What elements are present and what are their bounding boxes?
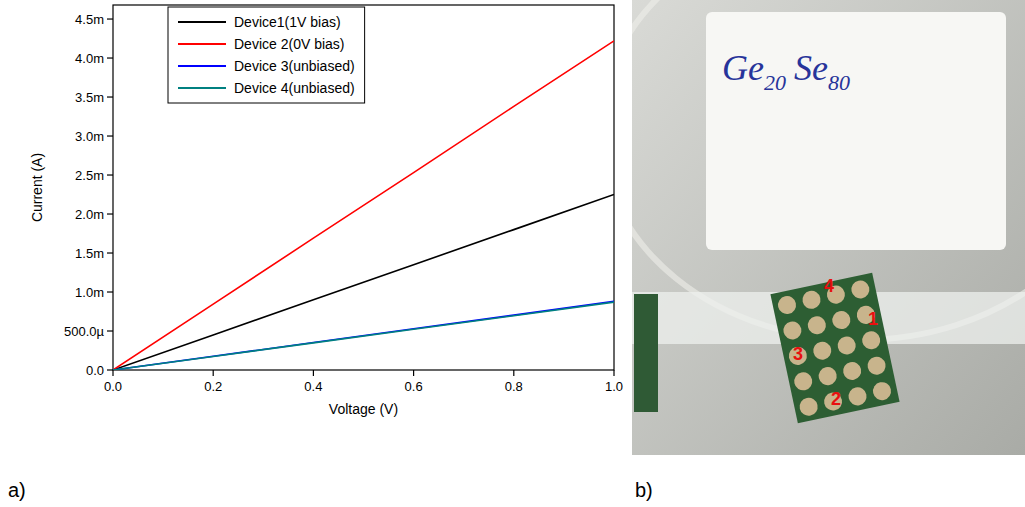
chip-substrate <box>770 273 899 424</box>
y-tick-label: 0.0 <box>86 363 104 378</box>
y-tick-label: 500.0µ <box>64 324 105 339</box>
device-number: 2 <box>831 389 841 409</box>
label-text: Se <box>794 48 828 88</box>
legend-box <box>168 7 365 103</box>
photo: Ge20 Se80 <box>632 0 1025 455</box>
contact-pad <box>793 371 814 392</box>
contact-pad <box>801 289 822 310</box>
label-card <box>706 12 1006 250</box>
y-tick <box>107 369 113 370</box>
legend-swatch <box>178 43 226 45</box>
axes: 0.0 500.0µ 1.0m 1.5m 2.0m 2.5m 3.0m 3.5m 4.0m 4.5… <box>29 5 623 417</box>
y-tick-label: 3.5m <box>75 90 104 105</box>
y-tick <box>107 174 113 175</box>
series-line <box>113 301 614 370</box>
y-tick-label: 4.0m <box>75 51 104 66</box>
label-subscript: 80 <box>828 70 850 95</box>
contact-pad <box>798 396 819 417</box>
sample-label: Ge20 Se80 <box>722 48 850 95</box>
series-line <box>113 302 614 370</box>
y-tick <box>107 96 113 97</box>
y-tick <box>107 252 113 253</box>
y-tick <box>107 330 113 331</box>
contact-pad <box>861 330 882 351</box>
contact-pad <box>782 320 803 341</box>
x-tick-label: 0.4 <box>304 379 322 394</box>
device-chip <box>770 273 899 424</box>
y-tick <box>107 18 113 19</box>
y-tick-label: 2.5m <box>75 168 104 183</box>
y-tick-label: 1.0m <box>75 285 104 300</box>
x-tick <box>413 370 414 376</box>
photo-background <box>632 0 1025 455</box>
x-tick <box>313 370 314 376</box>
panel-label: b) <box>635 479 653 501</box>
x-tick <box>112 370 113 376</box>
dish-rim <box>632 0 1025 340</box>
legend-label: Device 3(unbiased) <box>234 58 355 74</box>
x-tick <box>513 370 514 376</box>
figure: 0.0 500.0µ 1.0m 1.5m 2.0m 2.5m 3.0m 3.5m 4.0m 4.5… <box>0 0 1025 507</box>
contact-pad <box>817 365 838 386</box>
y-tick-label: 2.0m <box>75 207 104 222</box>
x-tick-label: 0.2 <box>204 379 222 394</box>
x-axis-title: Voltage (V) <box>329 401 398 417</box>
contact-pad <box>831 309 852 330</box>
x-tick <box>613 370 614 376</box>
y-tick <box>107 291 113 292</box>
y-tick-label: 3.0m <box>75 129 104 144</box>
x-tick-label: 0.0 <box>104 379 122 394</box>
y-tick <box>107 213 113 214</box>
y-tick-label: 1.5m <box>75 246 104 261</box>
label-text: Ge <box>722 48 764 88</box>
panel-label: a) <box>8 479 26 501</box>
legend-swatch <box>178 87 226 89</box>
contact-pad <box>871 380 892 401</box>
x-tick-label: 0.6 <box>405 379 423 394</box>
y-tick <box>107 57 113 58</box>
contact-pad <box>866 355 887 376</box>
device-number: 4 <box>824 276 834 296</box>
legend-label: Device1(1V bias) <box>234 14 341 30</box>
contact-pad <box>847 386 868 407</box>
device-number: 3 <box>793 344 803 364</box>
contact-pad <box>850 279 871 300</box>
contact-pad <box>836 335 857 356</box>
label-subscript: 20 <box>764 70 786 95</box>
contact-pad <box>812 340 833 361</box>
legend-label: Device 4(unbiased) <box>234 80 355 96</box>
legend: Device1(1V bias) Device 2(0V bias) Device … <box>168 7 365 103</box>
plot-frame <box>113 5 614 370</box>
contact-pad <box>841 360 862 381</box>
contact-pad <box>806 315 827 336</box>
series-line <box>113 195 614 370</box>
y-tick <box>107 135 113 136</box>
legend-label: Device 2(0V bias) <box>234 36 345 52</box>
contact-pad <box>776 294 797 315</box>
x-tick-label: 1.0 <box>605 379 623 394</box>
x-tick <box>213 370 214 376</box>
sample-piece <box>634 294 658 412</box>
legend-swatch <box>178 65 226 67</box>
x-tick-label: 0.8 <box>505 379 523 394</box>
y-axis-title: Current (A) <box>29 153 45 222</box>
legend-swatch <box>178 21 226 23</box>
y-tick-label: 4.5m <box>75 12 104 27</box>
device-number: 1 <box>868 309 878 329</box>
